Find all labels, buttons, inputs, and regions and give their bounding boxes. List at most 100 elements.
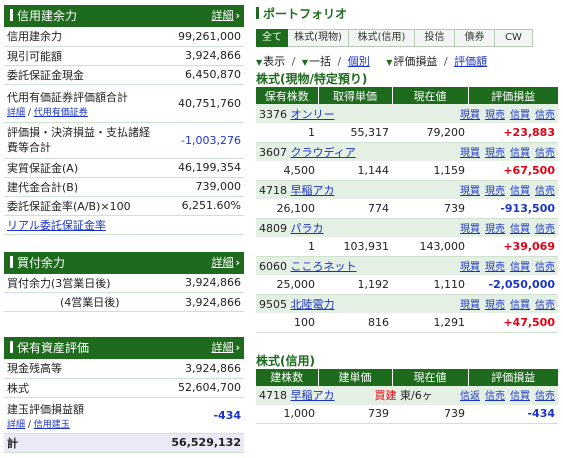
- tab-cw[interactable]: CW: [495, 29, 533, 47]
- buy-margin-link[interactable]: 信買: [510, 109, 530, 121]
- table-row: 建玉評価損益額 詳細 / 信用建玉 -434: [4, 397, 244, 434]
- stock-name-link[interactable]: こころネット: [290, 259, 357, 273]
- total-row: 計 56,529,132: [4, 433, 244, 453]
- buy-margin-link[interactable]: 信買: [510, 299, 530, 311]
- margin-body: 4718 早稲アカ 買建 東/6ヶ 信返 信売 信買 信売 1,000 739 739 -434: [256, 385, 558, 424]
- portfolio-title: ポートフォリオ: [256, 5, 558, 23]
- sell-cash-link[interactable]: 現売: [485, 109, 505, 121]
- stock-name-link[interactable]: オンリー: [290, 107, 335, 121]
- stock-code: 9505: [259, 297, 287, 311]
- eval-pl-option[interactable]: 評価損益: [393, 55, 438, 68]
- chevron-right-icon: ›: [235, 255, 240, 269]
- sell-margin-link[interactable]: 信売: [535, 299, 555, 311]
- qty: 26,100: [256, 199, 318, 219]
- table-row: 建代金合計(B) 739,000: [4, 177, 244, 197]
- margin-row-values: 1,000 739 739 -434: [256, 404, 558, 424]
- triangle-down-icon: ▼: [256, 58, 263, 67]
- table-row: 現引可能額 3,924,866: [4, 46, 244, 66]
- buy-margin-link[interactable]: 信買: [510, 261, 530, 273]
- trade-actions: 現買 現売 信買 信売: [455, 296, 555, 311]
- buy-margin-link[interactable]: 信買: [510, 185, 530, 197]
- buy-margin-link[interactable]: 信買: [510, 223, 530, 235]
- buying-table: 買付余力(3営業日後) 3,924,866 (4営業日後) 3,924,866: [4, 273, 244, 312]
- cash-section-title: 株式(現物/特定預り): [256, 72, 368, 86]
- margin-panel-title: 信用建余力: [17, 9, 78, 23]
- holding-row-name: 3607 クラウディア 現買 現売 信買 信売: [256, 142, 558, 161]
- table-header: 建株数 建単価 現在値 評価損益: [256, 368, 558, 386]
- trade-actions: 現買 現売 信買 信売: [455, 182, 555, 197]
- holdings-body: 3376 オンリー 現買 現売 信買 信売 1 55,317 79,200 +23,883 360…: [256, 104, 558, 333]
- stock-name-link[interactable]: 北陸電力: [290, 297, 335, 311]
- substitute-securities-label: 代用有価証券評価額合計: [7, 90, 128, 104]
- holding-row-name: 4809 パラカ 現買 現売 信買 信売: [256, 218, 558, 237]
- sell-cash-link[interactable]: 現売: [485, 223, 505, 235]
- margin-positions-link[interactable]: 信用建玉: [33, 419, 70, 430]
- buy-cash-link[interactable]: 現買: [460, 261, 480, 273]
- sub-detail-link[interactable]: 詳細: [7, 107, 26, 118]
- panel-marker-icon: [10, 255, 13, 268]
- table-row: リアル委託保証金率: [4, 215, 244, 235]
- qty: 1: [256, 123, 318, 143]
- tab-cash-stock[interactable]: 株式(現物): [288, 29, 349, 47]
- stock-code: 6060: [259, 259, 287, 273]
- stock-name-link[interactable]: 早稲アカ: [290, 389, 335, 402]
- sell-margin-link[interactable]: 信売: [535, 109, 555, 121]
- table-row: (4営業日後) 3,924,866: [4, 292, 244, 312]
- cost: 1,144: [318, 161, 392, 181]
- left-column: 信用建余力 詳細 › 信用建余力 99,261,000 現引可能額 3,924,866…: [4, 5, 244, 453]
- substitute-securities-link[interactable]: 代用有価証券: [33, 107, 88, 118]
- holding-row-name: 4718 早稲アカ 現買 現売 信買 信売: [256, 180, 558, 199]
- tab-bonds[interactable]: 債券: [455, 29, 495, 47]
- buy-cash-link[interactable]: 現買: [460, 185, 480, 197]
- price: 1,291: [392, 313, 468, 333]
- panel-marker-icon: [10, 341, 13, 353]
- individual-link[interactable]: 個別: [347, 55, 370, 68]
- margin-panel-header: 信用建余力 詳細 ›: [4, 5, 244, 27]
- eval-amount-link[interactable]: 評価額: [454, 55, 488, 68]
- triangle-down-icon: ▼: [386, 58, 393, 67]
- sell-cash-link[interactable]: 現売: [485, 261, 505, 273]
- close-margin-link[interactable]: 信返: [460, 391, 480, 402]
- portfolio-toolbar: ▼表示 / ▼一括 / 個別 ▼評価損益 / 評価額: [256, 53, 558, 71]
- sell-cash-link[interactable]: 現売: [485, 185, 505, 197]
- buy-cash-link[interactable]: 現買: [460, 299, 480, 311]
- pl: -913,500: [468, 199, 558, 219]
- holding-row-name: 9505 北陸電力 現買 現売 信買 信売: [256, 294, 558, 313]
- buy-cash-link[interactable]: 現買: [460, 109, 480, 121]
- cost: 816: [318, 313, 392, 333]
- table-row: 株式 52,604,700: [4, 378, 244, 398]
- stock-name-link[interactable]: パラカ: [290, 221, 324, 235]
- stock-name-link[interactable]: クラウディア: [290, 145, 356, 159]
- buy-cash-link[interactable]: 現買: [460, 147, 480, 159]
- pl: +23,883: [468, 123, 558, 143]
- tab-funds[interactable]: 投信: [415, 29, 455, 47]
- view-label: 表示: [263, 55, 286, 68]
- stock-name-link[interactable]: 早稲アカ: [290, 183, 335, 197]
- table-row: 代用有価証券評価額合計 詳細 / 代用有価証券 40,751,760: [4, 84, 244, 123]
- tab-margin-stock[interactable]: 株式(信用): [349, 29, 415, 47]
- margin-detail-link[interactable]: 詳細 ›: [211, 5, 240, 27]
- assets-detail-link[interactable]: 詳細 ›: [211, 337, 240, 359]
- holding-row-values: 25,000 1,192 1,110 -2,050,000: [256, 275, 558, 295]
- sell-cash-link[interactable]: 現売: [485, 147, 505, 159]
- sell-margin-link[interactable]: 信売: [535, 185, 555, 197]
- stock-code: 4718: [259, 389, 287, 402]
- trade-actions: 信返 信売 信買 信売: [455, 387, 555, 402]
- buy-margin-link[interactable]: 信買: [510, 391, 530, 402]
- qty: 25,000: [256, 275, 318, 295]
- sell-margin-link[interactable]: 信売: [535, 223, 555, 235]
- buy-cash-link[interactable]: 現買: [460, 223, 480, 235]
- real-margin-rate-link[interactable]: リアル委託保証金率: [7, 218, 106, 232]
- table-row: 実質保証金(A) 46,199,354: [4, 158, 244, 178]
- chevron-right-icon: ›: [235, 341, 240, 354]
- buying-detail-link[interactable]: 詳細 ›: [211, 252, 240, 274]
- sell-margin-link[interactable]: 信売: [485, 391, 505, 402]
- sell-margin-link[interactable]: 信売: [535, 391, 555, 402]
- sell-margin-link[interactable]: 信売: [535, 261, 555, 273]
- bulk-option[interactable]: 一括: [309, 55, 332, 68]
- sub-detail-link[interactable]: 詳細: [7, 419, 26, 430]
- sell-cash-link[interactable]: 現売: [485, 299, 505, 311]
- sell-margin-link[interactable]: 信売: [535, 147, 555, 159]
- tab-all[interactable]: 全て: [256, 29, 288, 47]
- buy-margin-link[interactable]: 信買: [510, 147, 530, 159]
